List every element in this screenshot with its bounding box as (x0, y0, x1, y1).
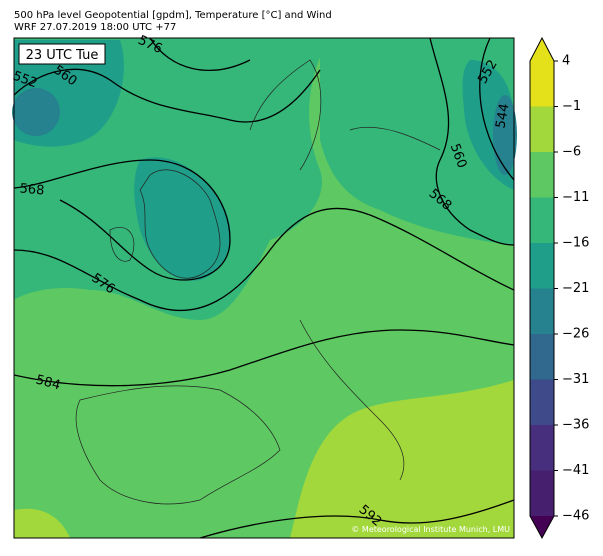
colorbar: 4 −1 −6 −11 −16 −21 −26 −31 −36 −41 −46 (529, 36, 589, 540)
warm-region (290, 380, 514, 538)
contour (13, 68, 321, 123)
time-label: 23 UTC Tue (26, 48, 99, 63)
colorbar-extension (530, 516, 554, 538)
subtitle: WRF 27.07.2019 18:00 UTC +77 (14, 22, 176, 33)
coastline (299, 319, 405, 481)
time-label-box (18, 43, 106, 65)
coastline (139, 169, 221, 279)
contour (149, 37, 251, 71)
colorbar-tick-label: −46 (562, 509, 589, 524)
contour-label: 544 (493, 102, 512, 129)
low (493, 95, 517, 175)
map-frame (13, 37, 515, 539)
colorbar-tick-label: −16 (562, 236, 589, 251)
colorbar-tick-label: −41 (562, 463, 589, 478)
coastlines (75, 59, 441, 505)
coastline (249, 59, 322, 171)
contour (429, 37, 515, 246)
contour-label: 584 (34, 373, 62, 394)
contour (479, 37, 515, 181)
low (12, 88, 60, 136)
coastline (349, 126, 441, 151)
contour-label: 568 (19, 181, 45, 198)
colorbar-tick-label: −21 (562, 281, 589, 296)
map: 23 UTC Tue © Meteorological Institute Mu… (12, 37, 517, 539)
colorbar-tick-label: −26 (562, 327, 589, 342)
contour (13, 207, 515, 311)
colorbar-band (530, 288, 554, 334)
coastline (75, 385, 281, 505)
colorbar-band (530, 152, 554, 198)
colorbar-band (530, 470, 554, 516)
colorbar-band (530, 425, 554, 471)
colorbar-tick-label: −31 (562, 372, 589, 387)
colorbar-band (530, 61, 554, 107)
colorbar-tick-label: −6 (562, 145, 581, 160)
credit: © Meteorological Institute Munich, LMU (351, 525, 510, 534)
contour (13, 159, 231, 281)
colorbar-band (530, 106, 554, 152)
colorbar-tick-label: −11 (562, 190, 589, 205)
contour (199, 499, 515, 539)
colorbar-extension (530, 38, 554, 61)
contours (13, 37, 515, 539)
contour (13, 329, 515, 387)
colorbar-tick-label: −36 (562, 418, 589, 433)
colorbar-tick-label: −1 (562, 99, 581, 114)
colorbar-band (530, 334, 554, 380)
coastline (109, 227, 135, 262)
warm-region (14, 508, 70, 538)
colorbar-tick-label: 4 (562, 54, 570, 69)
colorbar-band (530, 379, 554, 425)
title: 500 hPa level Geopotential [gpdm], Tempe… (14, 10, 332, 21)
colorbar-band (530, 243, 554, 289)
trough (134, 157, 231, 281)
colorbar-band (530, 197, 554, 243)
